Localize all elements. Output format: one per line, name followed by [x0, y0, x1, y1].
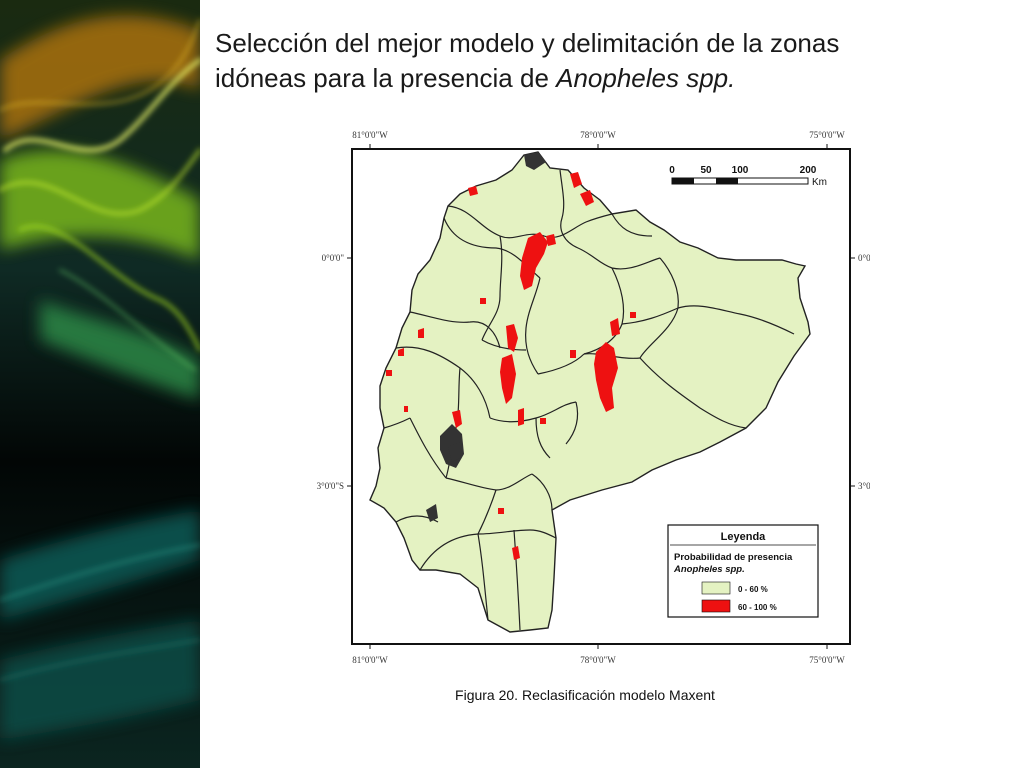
graticule-ticks — [347, 144, 855, 649]
scale-tick-100: 100 — [732, 165, 749, 176]
lon-label-bottom-3: 75°0'0"W — [809, 655, 845, 665]
title-line-1: Selección del mejor modelo y delimitació… — [215, 28, 840, 58]
lon-label-top-1: 81°0'0"W — [352, 130, 388, 140]
lat-label-right-2: 3°0'0"S — [858, 481, 870, 491]
ecuador-outline — [369, 151, 811, 633]
slide-title: Selección del mejor modelo y delimitació… — [215, 26, 1005, 96]
lon-label-top-2: 78°0'0"W — [580, 130, 616, 140]
legend-class-low: 0 - 60 % — [738, 585, 768, 594]
legend-swatch-low — [701, 581, 731, 595]
lon-label-bottom-2: 78°0'0"W — [580, 655, 616, 665]
lat-label-left-1: 0°0'0" — [322, 253, 345, 263]
scale-tick-0: 0 — [669, 165, 675, 176]
legend-swatch-high — [701, 599, 731, 613]
scale-unit: Km — [812, 177, 827, 188]
lat-label-right-1: 0°0'0" — [858, 253, 870, 263]
title-species-italic: Anopheles spp. — [556, 63, 736, 93]
water-bodies — [426, 152, 546, 522]
presence-patches — [386, 172, 636, 560]
lat-label-left-2: 3°0'0"S — [317, 481, 344, 491]
ecuador-presence-map: 81°0'0"W 78°0'0"W 75°0'0"W 81°0'0"W 78°0… — [317, 130, 870, 665]
legend-class-high: 60 - 100 % — [738, 603, 777, 612]
figure-caption: Figura 20. Reclasificación modelo Maxent — [300, 687, 870, 703]
scale-tick-200: 200 — [800, 165, 817, 176]
province-boundaries — [383, 169, 795, 631]
decorative-side-art — [0, 0, 200, 768]
scale-tick-50: 50 — [700, 165, 712, 176]
caption-figure-number: Figura 20. — [455, 687, 519, 703]
legend-species: Anopheles spp. — [673, 564, 745, 575]
legend-subtitle: Probabilidad de presencia — [674, 552, 793, 563]
lon-label-bottom-1: 81°0'0"W — [352, 655, 388, 665]
scale-bar: 0 50 100 200 Km — [669, 165, 827, 188]
lon-label-top-3: 75°0'0"W — [809, 130, 845, 140]
map-legend: Leyenda Probabilidad de presencia Anophe… — [667, 524, 819, 618]
legend-title: Leyenda — [721, 531, 767, 543]
caption-text: Reclasificación modelo Maxent — [518, 687, 715, 703]
title-line-2-prefix: idóneas para la presencia de — [215, 63, 557, 93]
